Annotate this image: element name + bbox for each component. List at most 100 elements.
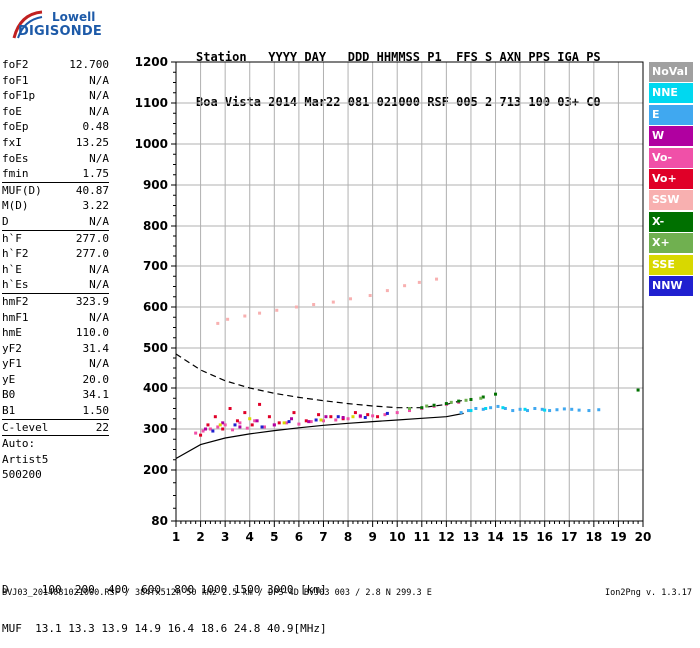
- echo-point-vo: [194, 431, 198, 435]
- param-name: h`F2: [2, 247, 29, 261]
- echo-point-sse: [282, 421, 286, 425]
- legend-item-x: X-: [649, 211, 693, 232]
- echo-point-e: [570, 407, 574, 411]
- echo-point-vo: [228, 407, 232, 410]
- param-row: foF1 N/A: [2, 73, 109, 89]
- param-name: h`F: [2, 231, 22, 245]
- echo-point-e: [577, 408, 581, 412]
- header-label-9: PPS: [528, 50, 558, 64]
- param-name: foF1: [2, 73, 29, 87]
- footer-value: [MHz]: [293, 622, 327, 635]
- param-value: N/A: [89, 310, 109, 324]
- y-tick-label: 1200: [135, 55, 168, 69]
- header-label-2: DAY: [304, 50, 348, 64]
- echo-point-e: [533, 407, 537, 410]
- param-row: C-level 22: [2, 420, 109, 436]
- polarization-legend: NoVal NNE E W Vo- Vo+ SSW X- X+ SSE NNW: [649, 62, 693, 297]
- x-tick-label: 11: [413, 530, 430, 544]
- echo-point-nnw: [385, 411, 389, 415]
- echo-point-vo: [223, 423, 227, 427]
- param-row: h`F2 277.0: [2, 246, 109, 262]
- header-value-2: Mar22: [304, 95, 348, 109]
- echo-point-ssw: [435, 277, 439, 281]
- echo-point-vo: [304, 419, 308, 423]
- param-name: B1: [2, 404, 16, 418]
- x-tick-label: 10: [389, 530, 406, 544]
- echo-point-vo: [317, 413, 321, 417]
- header-value-1: 2014: [268, 95, 305, 109]
- echo-point-vo: [353, 411, 357, 415]
- echo-point-nne: [543, 408, 547, 412]
- file-info: BVJ03_2014081021000.RSF / 384fx512h 50 k…: [2, 588, 432, 598]
- echo-point-ssw: [258, 311, 262, 315]
- echo-point-e: [548, 409, 552, 413]
- param-name: h`Es: [2, 278, 29, 292]
- echo-point-e: [587, 409, 591, 413]
- footer-row-label: D: [2, 583, 29, 596]
- version-label: Ion2Png v. 1.3.17: [605, 588, 692, 598]
- echo-point-e: [540, 407, 544, 411]
- header-value-7: 2: [485, 95, 500, 109]
- param-name: hmF1: [2, 310, 29, 324]
- param-name: yF1: [2, 357, 22, 371]
- echo-point-w: [221, 421, 225, 425]
- muf-footer: D 100 200 400 600 800 1000 1500 3000 [km…: [2, 557, 327, 648]
- param-value: 34.1: [82, 388, 110, 402]
- header-label-8: AXN: [499, 50, 529, 64]
- echo-point-w: [272, 423, 276, 427]
- footer-value: 3000: [260, 583, 294, 596]
- param-value: N/A: [89, 151, 109, 165]
- param-value: N/A: [89, 89, 109, 103]
- echo-point-nne: [523, 407, 527, 411]
- param-name: foF1p: [2, 89, 36, 103]
- echo-point-vo: [395, 411, 399, 415]
- legend-item-ssw: SSW: [649, 190, 693, 211]
- echo-point-e: [481, 407, 485, 411]
- param-value: 20.0: [82, 372, 110, 386]
- echo-point-e: [511, 409, 515, 413]
- echo-point-vo: [231, 428, 235, 432]
- param-value: 22: [95, 420, 109, 434]
- echo-point-x: [636, 388, 640, 392]
- true-height-profile-line: [175, 412, 464, 460]
- echo-point-vo: [408, 409, 411, 413]
- echo-point-vo: [346, 417, 350, 421]
- y-tick-label: 600: [143, 300, 168, 314]
- header-label-10: IGA: [557, 50, 587, 64]
- param-value: N/A: [89, 262, 109, 276]
- x-tick-label: 8: [344, 530, 352, 544]
- lowell-digisonde-logo: Lowell DIGISONDE: [4, 6, 114, 46]
- param-value: 40.87: [75, 183, 109, 197]
- header-value-10: 03+: [557, 95, 587, 109]
- footer-value: 13.9: [94, 622, 128, 635]
- x-tick-label: 5: [270, 530, 278, 544]
- param-value: N/A: [89, 214, 109, 228]
- param-text: Artist5: [2, 452, 49, 466]
- echo-point-x: [408, 407, 411, 410]
- echo-point-ssw: [385, 289, 389, 293]
- param-text: Auto:: [2, 437, 36, 451]
- param-row: M(D) 3.22: [2, 198, 109, 214]
- echo-point-vo: [216, 425, 220, 429]
- echo-point-sse: [319, 418, 323, 422]
- x-tick-label: 4: [246, 530, 254, 544]
- echo-point-ssw: [294, 305, 298, 309]
- echo-point-vo: [376, 415, 380, 419]
- param-name: C-level: [2, 420, 49, 434]
- param-row: yE 20.0: [2, 372, 109, 388]
- param-name: foE: [2, 104, 22, 118]
- param-value: 110.0: [75, 326, 109, 340]
- echo-point-sse: [351, 415, 355, 419]
- echo-point-x: [449, 400, 453, 404]
- echo-point-vo: [213, 415, 217, 419]
- param-name: yF2: [2, 341, 22, 355]
- echo-point-ssw: [312, 303, 316, 307]
- echo-point-sse: [218, 423, 222, 427]
- param-row: MUF(D) 40.87: [2, 183, 109, 199]
- echo-point-vo: [245, 426, 249, 430]
- echo-point-nnw: [363, 416, 367, 420]
- header-row-labels: Station YYYY DAY DDD HHMMSS P1 FFS S AXN…: [196, 50, 608, 65]
- footer-value: 1000: [194, 583, 228, 596]
- y-tick-label: 1000: [135, 137, 168, 151]
- header-value-4: 021000: [376, 95, 428, 109]
